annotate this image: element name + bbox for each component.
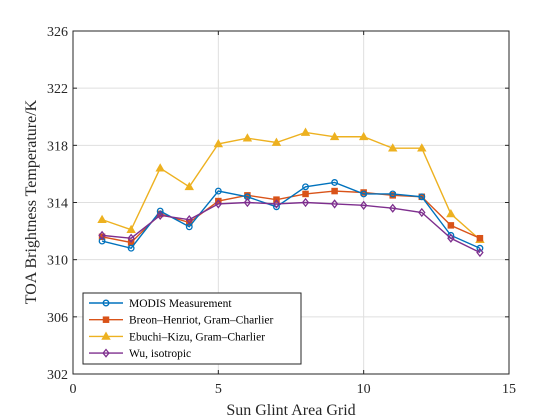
y-tick-label: 326: [47, 25, 68, 40]
legend-marker: [102, 316, 110, 323]
data-point: [300, 127, 311, 136]
y-tick-label: 314: [47, 197, 68, 212]
data-point: [214, 199, 223, 209]
data-point: [155, 163, 165, 172]
x-tick-label: 10: [357, 382, 371, 397]
data-point: [447, 233, 455, 243]
data-point: [126, 224, 136, 234]
y-axis-label: TOA Brightness Temperature/K: [23, 99, 40, 304]
y-tick-label: 302: [47, 368, 68, 383]
data-point: [417, 143, 427, 152]
ticks: 0 5 10 15 302 306 310 314 318 322 326: [47, 25, 516, 397]
data-point: [302, 190, 309, 198]
data-point: [156, 210, 164, 221]
data-point: [476, 244, 484, 252]
series-group: [97, 127, 485, 258]
data-point: [476, 234, 484, 242]
data-point: [301, 197, 310, 208]
data-point: [243, 197, 252, 208]
legend-entry: Ebuchi–Kizu, Gram–Charlier: [89, 331, 265, 343]
data-point: [185, 215, 193, 225]
data-point: [329, 131, 340, 141]
data-point: [127, 244, 135, 252]
data-point: [360, 190, 368, 198]
data-point: [389, 203, 397, 213]
data-point: [388, 143, 398, 152]
legend-entry: Breon–Henriot, Gram–Charlier: [89, 315, 274, 327]
data-point: [418, 207, 426, 218]
data-point: [359, 200, 368, 210]
series-3: [97, 127, 485, 244]
series-1: [98, 179, 484, 252]
data-point: [213, 138, 224, 148]
data-point: [156, 207, 164, 215]
series-4: [98, 197, 484, 258]
y-tick-label: 322: [47, 82, 68, 97]
data-point: [447, 222, 455, 229]
data-point: [214, 187, 222, 195]
data-point: [127, 233, 135, 243]
data-point: [184, 181, 194, 191]
data-point: [302, 183, 309, 191]
legend-label: Ebuchi–Kizu, Gram–Charlier: [129, 331, 265, 343]
y-tick-label: 306: [47, 311, 68, 326]
legend-label: Wu, isotropic: [129, 348, 191, 360]
series-line: [101, 201, 481, 254]
x-tick-label: 5: [215, 382, 222, 397]
series-line: [101, 131, 481, 241]
data-point: [272, 199, 281, 209]
legend: MODIS Measurement Breon–Henriot, Gram–Cha…: [82, 292, 302, 365]
legend-marker: [102, 348, 110, 358]
legend-label: MODIS Measurement: [129, 298, 232, 310]
data-point: [418, 193, 426, 201]
data-point: [97, 214, 107, 224]
legend-marker: [102, 299, 110, 307]
data-point: [271, 137, 282, 146]
data-point: [330, 199, 339, 209]
y-tick-label: 310: [47, 254, 68, 269]
x-tick-label: 0: [70, 382, 77, 397]
legend-label: Breon–Henriot, Gram–Charlier: [129, 315, 274, 327]
series-line: [101, 181, 481, 250]
legend-box: [82, 292, 302, 365]
legend-entry: Wu, isotropic: [89, 348, 191, 360]
data-point: [476, 247, 484, 258]
data-point: [331, 187, 338, 195]
data-point: [358, 131, 369, 141]
x-axis-label: Sun Glint Area Grid: [226, 402, 355, 419]
data-point: [98, 230, 106, 241]
data-point: [446, 209, 456, 218]
data-point: [389, 190, 397, 198]
data-point: [331, 179, 339, 186]
legend-entry: MODIS Measurement: [89, 298, 232, 310]
legend-marker: [101, 331, 111, 340]
data-point: [242, 133, 253, 142]
x-tick-label: 15: [502, 382, 516, 397]
y-tick-label: 318: [47, 139, 68, 154]
